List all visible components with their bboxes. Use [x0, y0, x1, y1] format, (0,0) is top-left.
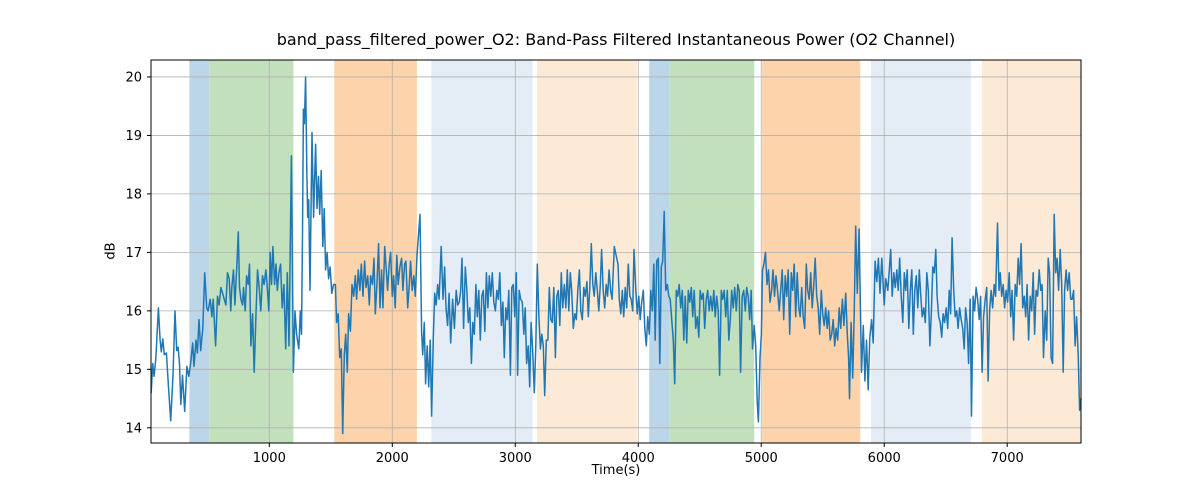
y-tick-label: 19: [125, 129, 142, 144]
highlight-band-lightorange: [536, 60, 638, 443]
power-line: [150, 76, 1082, 435]
x-tick-label: 6000: [868, 451, 901, 466]
x-tick-label: 7000: [991, 451, 1024, 466]
y-tick-label: 16: [125, 304, 142, 319]
highlight-band-orange: [762, 60, 861, 443]
chart-title: band_pass_filtered_power_O2: Band-Pass F…: [276, 30, 956, 49]
highlight-band-blue: [189, 60, 210, 443]
y-tick-label: 18: [125, 187, 142, 202]
highlight-band-lightblue: [870, 60, 971, 443]
x-tick-label: 2000: [376, 451, 409, 466]
highlight-band-orange: [334, 60, 417, 443]
x-tick-label: 1000: [253, 451, 286, 466]
highlight-band-green: [669, 60, 755, 443]
y-tick-label: 17: [125, 246, 142, 261]
plot-frame: [150, 59, 1082, 444]
highlight-band-green: [209, 60, 294, 443]
highlight-band-blue: [649, 60, 670, 443]
x-tick-label: 5000: [745, 451, 778, 466]
x-tick-label: 3000: [499, 451, 532, 466]
y-tick-label: 20: [125, 70, 142, 85]
highlight-band-lightblue: [431, 60, 533, 443]
x-axis-label: Time(s): [591, 463, 641, 478]
x-tick-label: 4000: [622, 451, 655, 466]
y-tick-label: 15: [125, 363, 142, 378]
y-tick-label: 14: [125, 421, 142, 436]
